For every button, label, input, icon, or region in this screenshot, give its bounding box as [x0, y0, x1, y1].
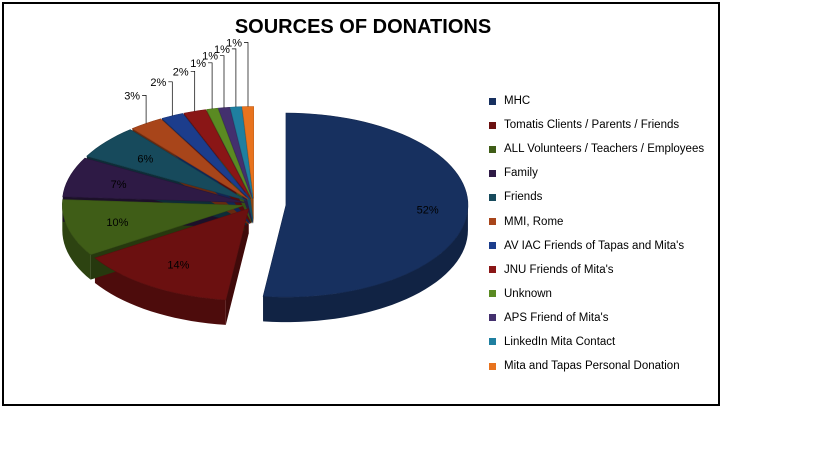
pie-slice	[262, 112, 469, 298]
legend-item: LinkedIn Mita Contact	[489, 330, 721, 354]
leader-line	[168, 81, 173, 116]
legend-swatch	[489, 266, 496, 274]
slice-edge	[62, 205, 91, 280]
pie-slice	[241, 106, 254, 199]
slice-tops	[62, 106, 469, 301]
legend-item: MHC	[489, 89, 721, 113]
legend-item: ALL Volunteers / Teachers / Employees	[489, 137, 721, 161]
data-label: 6%	[137, 153, 153, 165]
data-label: 1%	[226, 38, 242, 50]
data-label: 10%	[106, 217, 128, 229]
data-label: 1%	[214, 44, 230, 56]
data-label: 2%	[173, 66, 189, 78]
data-label: 52%	[417, 204, 439, 216]
legend-swatch	[489, 121, 496, 129]
data-label: 1%	[190, 58, 206, 70]
legend: MHC Tomatis Clients / Parents / Friends AL…	[489, 89, 721, 378]
legend-label: Friends	[504, 191, 543, 204]
leader-line	[190, 70, 196, 112]
pie-slice	[86, 129, 247, 201]
leader-line	[220, 55, 225, 108]
data-label: 3%	[124, 90, 140, 102]
legend-label: JNU Friends of Mita's	[504, 263, 614, 276]
pie-slice	[94, 208, 250, 301]
leader-line	[208, 62, 213, 109]
legend-swatch	[489, 314, 496, 322]
legend-swatch	[489, 218, 496, 226]
data-label: 1%	[202, 51, 218, 63]
legend-swatch	[489, 169, 496, 177]
legend-item: Family	[489, 161, 721, 185]
pie-slice	[229, 106, 254, 199]
slice-wall	[225, 208, 249, 325]
chart-frame: SOURCES OF DONATIONS 52% 14% 10% 7% 6% 3% 2% 2%…	[2, 2, 720, 406]
legend-label: Family	[504, 167, 538, 180]
pie-slice	[206, 107, 253, 199]
leader-line	[231, 48, 237, 107]
slice-edge	[94, 257, 226, 325]
legend-swatch	[489, 242, 496, 250]
legend-label: Unknown	[504, 287, 552, 300]
pie-chart: 52%14%10%7%6%3%2%2%1%1%1%1%	[62, 38, 469, 325]
chart-title: SOURCES OF DONATIONS	[234, 16, 492, 38]
data-label: 2%	[150, 77, 166, 89]
legend-label: AV IAC Friends of Tapas and Mita's	[504, 239, 685, 252]
data-labels: 52%14%10%7%6%3%2%2%1%1%1%1%	[106, 38, 438, 272]
leader-line	[244, 42, 249, 107]
legend-label: MHC	[504, 95, 531, 108]
pie-slice	[62, 157, 245, 203]
legend-label: LinkedIn Mita Contact	[504, 335, 616, 348]
legend-item: JNU Friends of Mita's	[489, 258, 721, 282]
legend-item: Unknown	[489, 282, 721, 306]
data-label: 14%	[167, 260, 189, 272]
legend-swatch	[489, 290, 496, 298]
legend-label: Tomatis Clients / Parents / Friends	[504, 119, 680, 132]
legend-label: MMI, Rome	[504, 215, 564, 228]
legend-item: Mita and Tapas Personal Donation	[489, 354, 721, 378]
legend-label: ALL Volunteers / Teachers / Employees	[504, 143, 705, 156]
legend-swatch	[489, 338, 496, 346]
legend-swatch	[489, 362, 496, 370]
legend-item: APS Friend of Mita's	[489, 306, 721, 330]
legend-item: MMI, Rome	[489, 209, 721, 233]
leader-line	[142, 95, 147, 124]
data-label: 7%	[111, 179, 127, 191]
legend-item: Friends	[489, 185, 721, 209]
legend-label: APS Friend of Mita's	[504, 311, 609, 324]
slice-edge	[263, 205, 468, 323]
legend-item: AV IAC Friends of Tapas and Mita's	[489, 234, 721, 258]
legend-item: Tomatis Clients / Parents / Friends	[489, 113, 721, 137]
legend-label: Mita and Tapas Personal Donation	[504, 360, 680, 373]
legend-swatch	[489, 193, 496, 201]
legend-swatch	[489, 145, 496, 153]
legend-swatch	[489, 97, 496, 105]
pie-slice	[62, 199, 245, 255]
